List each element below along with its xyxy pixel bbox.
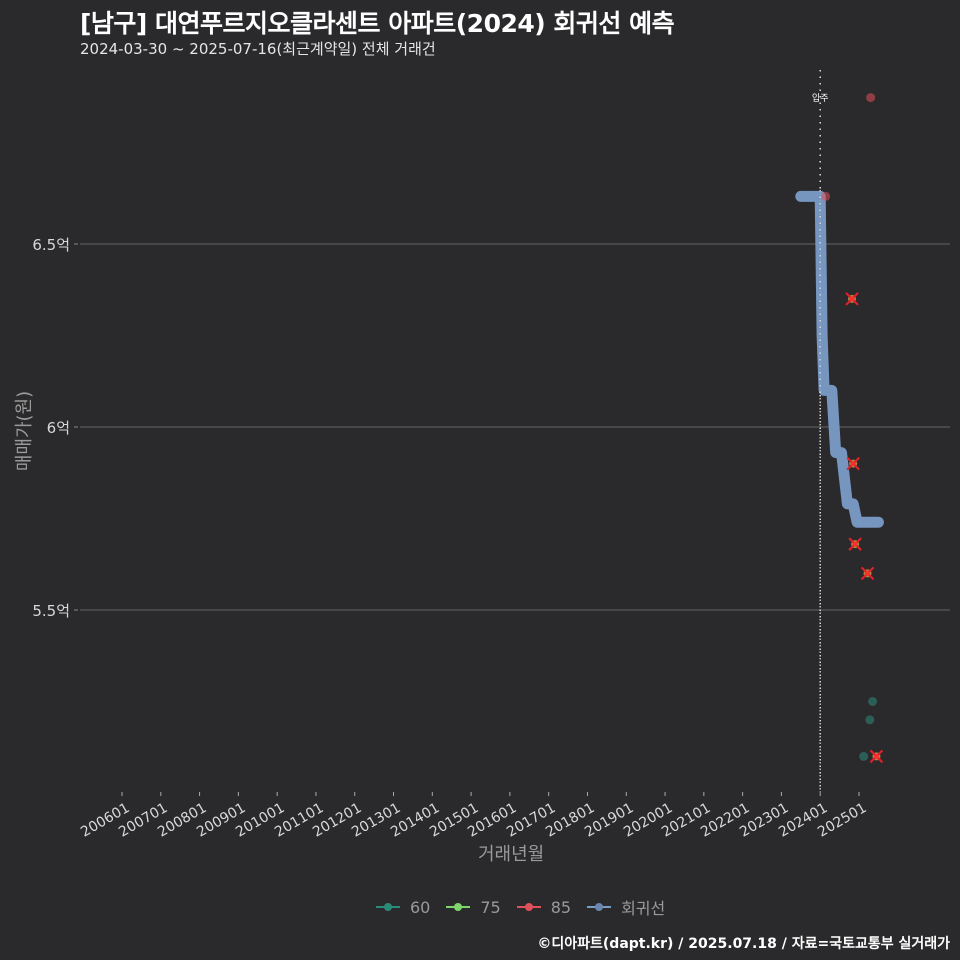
move-in-annotation: 입주 — [812, 92, 829, 104]
legend-key-regression-icon — [587, 901, 612, 913]
chart-title: [남구] 대연푸르지오클라센트 아파트(2024) 회귀선 예측 — [80, 9, 675, 38]
y-tick-label: 6억 — [46, 419, 70, 437]
x-axis-label: 거래년월 — [478, 844, 545, 865]
legend-key-85-icon — [516, 901, 541, 913]
data-point — [868, 697, 878, 706]
legend-item-75: 75 — [446, 897, 501, 917]
legend-item-60: 60 — [376, 898, 430, 917]
y-axis-label: 매매가(원) — [14, 390, 35, 472]
legend-item-regression: 회귀선 — [587, 895, 665, 919]
data-point — [821, 191, 831, 201]
data-point — [866, 93, 876, 103]
source-footer: ©디아파트(dapt.kr) / 2025.07.18 / 자료=국토교통부 실… — [537, 936, 950, 952]
legend-key-60-icon — [376, 901, 400, 913]
y-tick-label: 5.5억 — [32, 602, 70, 620]
y-tick-label: 6.5억 — [32, 236, 70, 254]
legend-key-75-icon — [446, 901, 471, 913]
data-point — [865, 715, 875, 725]
chart-subtitle: 2024-03-30 ~ 2025-07-16(최근계약일) 전체 거래건 — [80, 40, 436, 58]
legend-label: 75 — [480, 897, 501, 917]
data-point — [859, 751, 869, 761]
legend-label: 회귀선 — [621, 899, 666, 918]
legend: 60 75 85 회귀선 — [376, 895, 671, 919]
regression-line — [795, 190, 884, 528]
legend-label: 60 — [410, 897, 431, 917]
legend-label: 85 — [550, 897, 572, 917]
legend-item-85: 85 — [516, 897, 572, 917]
